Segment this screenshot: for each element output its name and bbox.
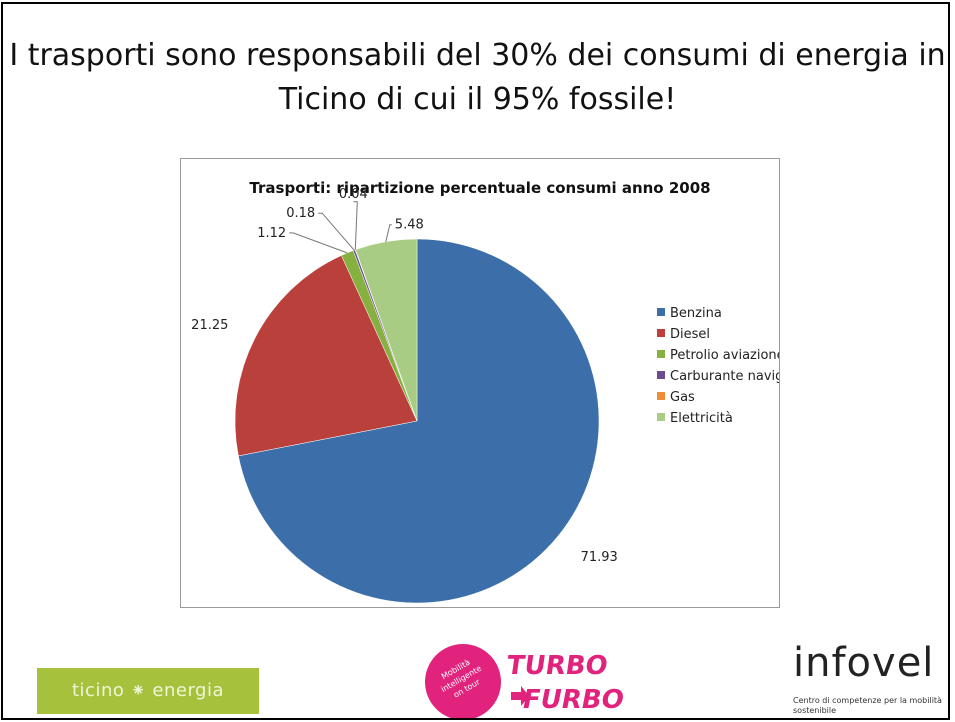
pie-slice-diesel: [234, 255, 418, 457]
legend-label-gas: Gas: [670, 390, 695, 405]
pie-chart-panel: Trasporti: ripartizione percentuale cons…: [180, 158, 780, 608]
legend-label-diesel: Diesel: [670, 327, 710, 342]
data-label-gas: 0.04: [339, 187, 368, 202]
svg-text:TURBO: TURBO: [505, 651, 610, 681]
turbo-furbo-logo: Mobilità intelligente on tour TURBO FURB…: [423, 636, 628, 718]
legend-swatch-petrolio-aviazione: [657, 350, 665, 358]
data-label-benzina: 71.93: [581, 550, 618, 565]
ticino-energia-logo-text: ticino ⁕ energia: [72, 680, 224, 701]
data-label-carburante-navigazione: 0.18: [286, 206, 315, 221]
chart-title: Trasporti: ripartizione percentuale cons…: [249, 179, 710, 197]
legend-swatch-carburante-navigazione: [657, 371, 665, 379]
legend-swatch-gas: [657, 392, 665, 400]
legend-label-carburante-navigazione: Carburante navigazione: [670, 369, 779, 384]
leader-line-gas: [353, 201, 358, 250]
infovel-logo: infovel Centro di competenze per la mobi…: [793, 640, 948, 718]
legend-label-elettricit: Elettricità: [670, 411, 733, 426]
data-label-diesel: 21.25: [191, 318, 228, 333]
ticino-energia-logo: ticino ⁕ energia: [37, 668, 259, 714]
pie-chart: Trasporti: ripartizione percentuale cons…: [191, 179, 779, 604]
legend-label-petrolio-aviazione: Petrolio aviazione: [670, 348, 779, 363]
legend-swatch-benzina: [657, 308, 665, 316]
slide-headline: I trasporti sono responsabili del 30% de…: [9, 38, 946, 117]
pie-slice-benzina: [238, 238, 600, 604]
leader-line-petrolio-aviazione: [289, 232, 348, 254]
legend-label-benzina: Benzina: [670, 306, 722, 321]
legend-swatch-diesel: [657, 329, 665, 337]
leader-line-carburante-navigazione: [318, 212, 355, 251]
legend-swatch-elettricit: [657, 413, 665, 421]
infovel-tagline: Centro di competenze per la mobilità sos…: [793, 696, 942, 715]
infovel-wordmark: infovel: [793, 640, 935, 686]
data-label-petrolio-aviazione: 1.12: [257, 226, 286, 241]
leader-line-elettricit: [385, 224, 392, 242]
data-label-elettricit: 5.48: [395, 218, 424, 233]
svg-text:FURBO: FURBO: [523, 685, 624, 715]
